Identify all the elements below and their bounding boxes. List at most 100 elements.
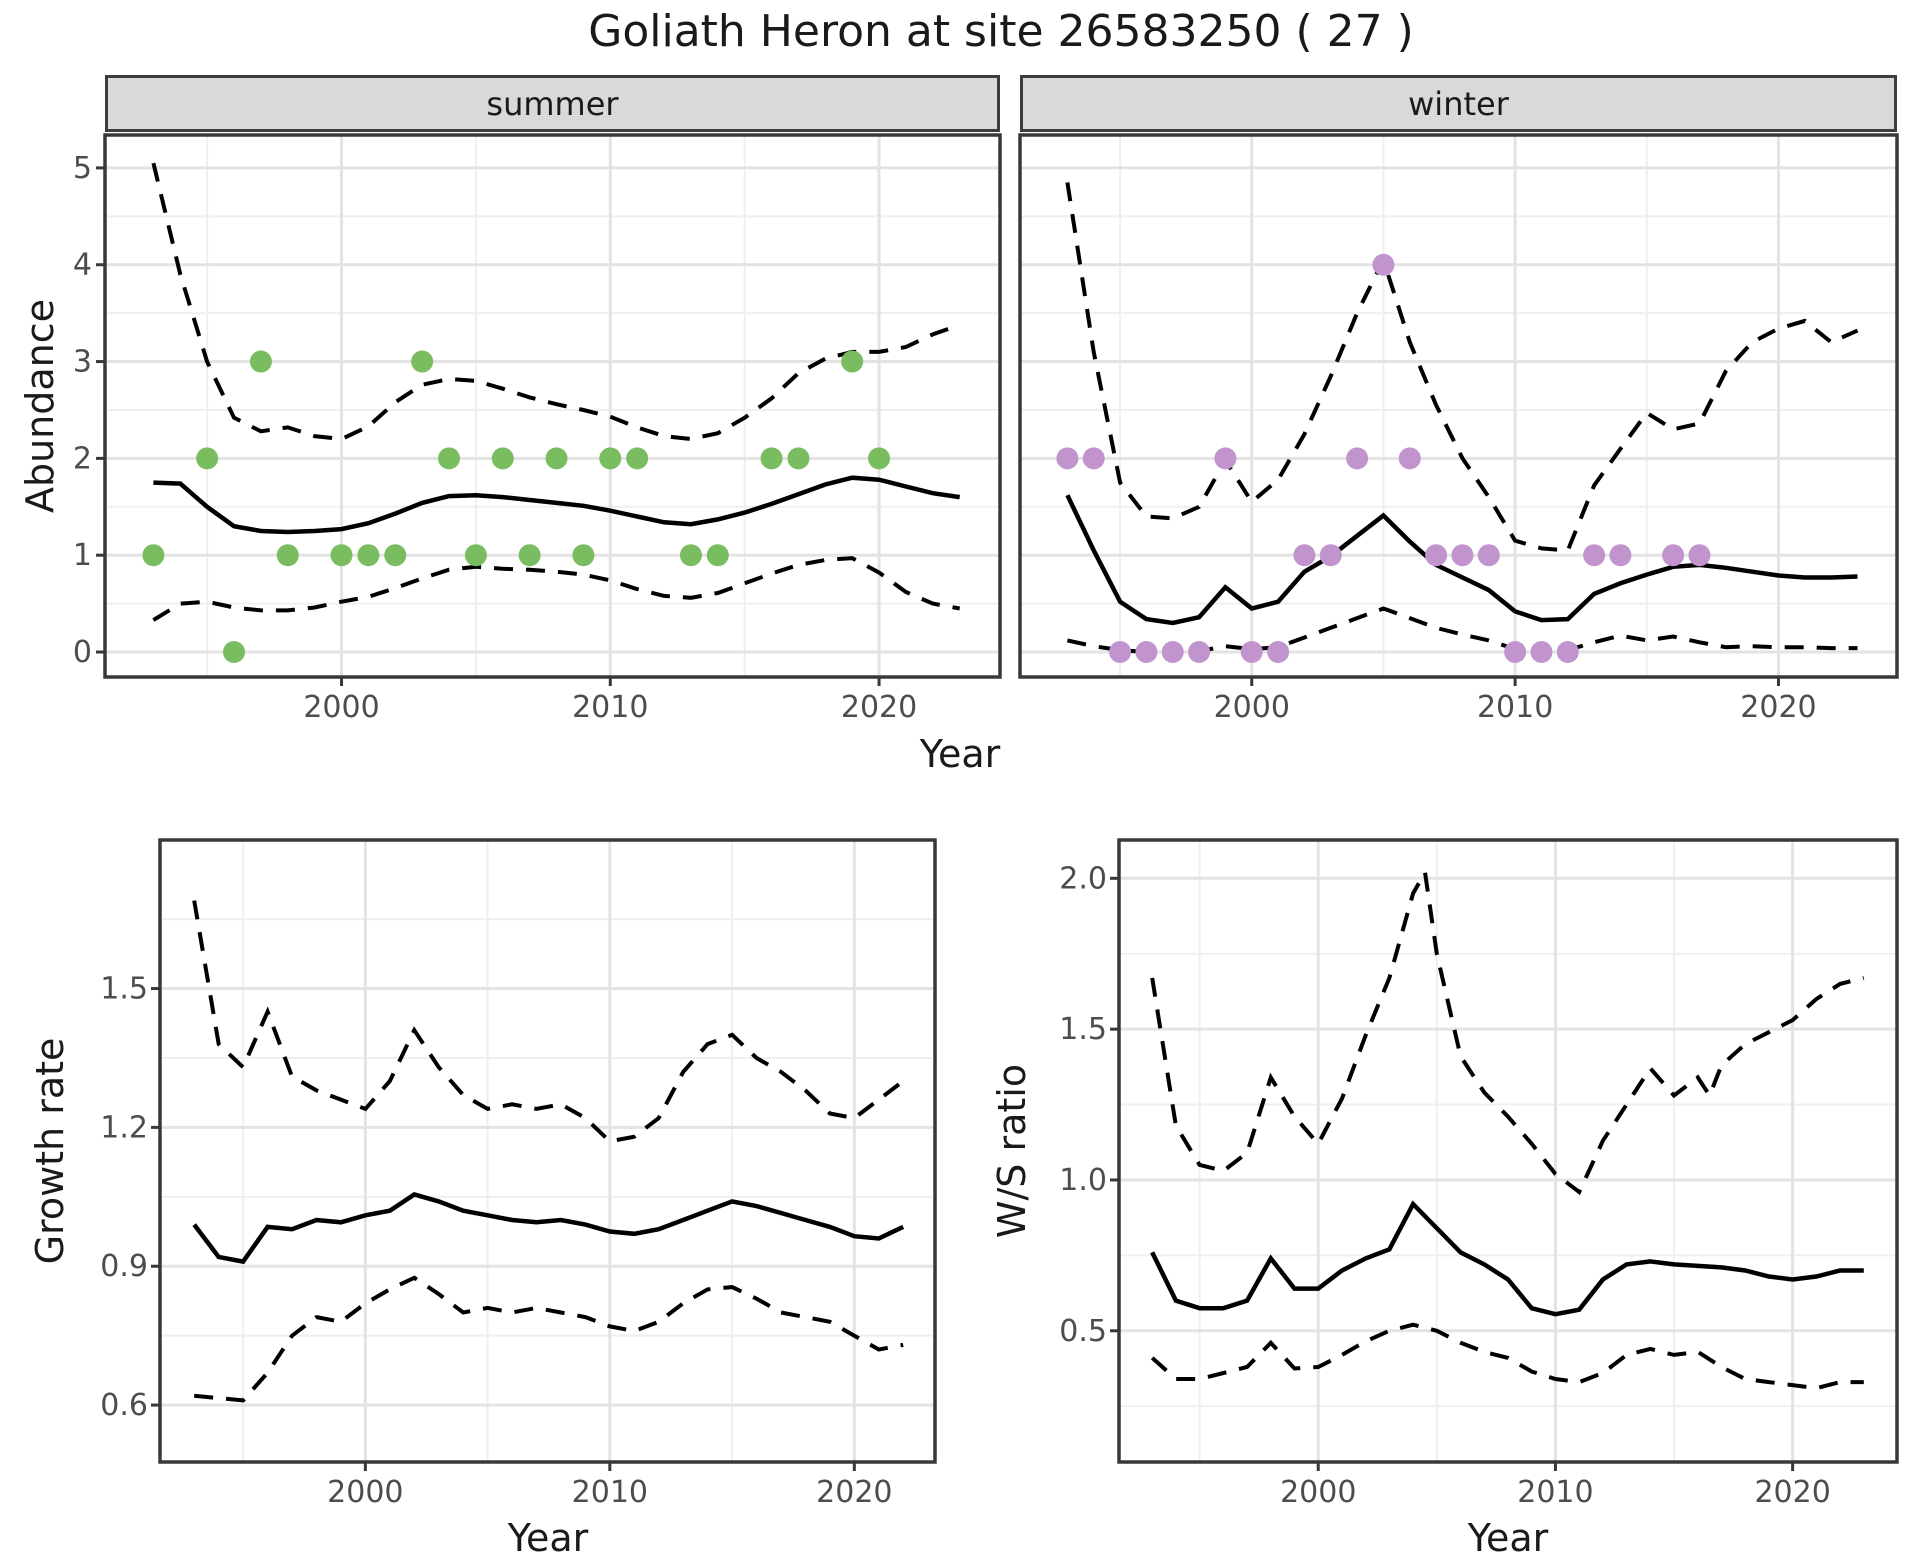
data-point xyxy=(1267,641,1290,664)
data-point xyxy=(1240,641,1263,664)
panel-background xyxy=(1020,135,1897,677)
y-axis-title-ws-ratio: W/S ratio xyxy=(990,1063,1034,1239)
data-point xyxy=(411,350,434,373)
data-point xyxy=(223,641,246,664)
y-tick-label: 5 xyxy=(73,151,92,186)
data-point xyxy=(1188,641,1211,664)
fit-line xyxy=(1065,494,1858,626)
data-point xyxy=(599,447,622,470)
data-point xyxy=(1135,641,1158,664)
x-tick-label: 2010 xyxy=(1477,690,1553,725)
y-tick-label: 2.0 xyxy=(1059,861,1107,896)
x-tick-label: 2000 xyxy=(1280,1475,1356,1510)
data-point xyxy=(1688,544,1711,567)
data-point xyxy=(1109,641,1132,664)
panel-border xyxy=(158,838,937,1464)
data-point xyxy=(491,447,514,470)
x-tick-label: 2010 xyxy=(572,1475,648,1510)
data-point xyxy=(626,447,649,470)
x-tick-label: 2010 xyxy=(1517,1475,1593,1510)
data-point xyxy=(868,447,891,470)
x-tick-label: 2020 xyxy=(1754,1475,1830,1510)
data-point xyxy=(1504,641,1527,664)
x-tick-label: 2020 xyxy=(1740,690,1816,725)
y-tick-label: 1.5 xyxy=(1059,1012,1107,1047)
lower-ci-line xyxy=(1150,1322,1864,1391)
data-point xyxy=(330,544,353,567)
panel-background xyxy=(1119,840,1897,1462)
data-point xyxy=(1530,641,1553,664)
x-axis-title-year-top: Year xyxy=(919,732,1001,776)
y-tick-label: 1 xyxy=(73,538,92,573)
facet-strip-winter: winter xyxy=(1020,75,1897,132)
lower-ci-line xyxy=(152,556,961,622)
y-tick-label: 1.2 xyxy=(100,1110,148,1145)
data-point xyxy=(679,544,702,567)
data-point xyxy=(760,447,783,470)
data-point xyxy=(706,544,729,567)
data-point xyxy=(1372,253,1395,276)
x-tick-label: 2010 xyxy=(572,690,648,725)
y-tick-label: 0.5 xyxy=(1059,1314,1107,1349)
data-point xyxy=(1161,641,1184,664)
facet-strip-summer: summer xyxy=(105,75,1000,132)
data-point xyxy=(1662,544,1685,567)
y-tick-label: 0 xyxy=(73,635,92,670)
data-point xyxy=(1293,544,1316,567)
fit-line xyxy=(153,475,961,535)
x-axis-title-year-ws: Year xyxy=(1467,1516,1549,1560)
data-point xyxy=(357,544,380,567)
data-point xyxy=(1477,544,1500,567)
data-point xyxy=(518,544,541,567)
data-point xyxy=(464,544,487,567)
data-point xyxy=(1082,447,1105,470)
data-point xyxy=(438,447,461,470)
fit-line xyxy=(192,1192,905,1265)
x-tick-label: 2000 xyxy=(303,690,379,725)
panel-background xyxy=(105,135,1000,677)
data-point xyxy=(196,447,219,470)
data-point xyxy=(1346,447,1369,470)
panel-border xyxy=(1117,838,1899,1464)
panel-border xyxy=(103,133,1002,679)
data-point xyxy=(1451,544,1474,567)
x-tick-label: 2000 xyxy=(327,1475,403,1510)
facet-label-winter: winter xyxy=(1408,84,1509,123)
y-axis-title-growth-rate: Growth rate xyxy=(28,1037,72,1265)
upper-ci-line xyxy=(1150,866,1865,1196)
data-point xyxy=(1214,447,1237,470)
y-tick-label: 1.5 xyxy=(100,972,148,1007)
data-point xyxy=(142,544,165,567)
facet-label-summer: summer xyxy=(486,84,619,123)
data-point xyxy=(841,350,864,373)
y-tick-label: 4 xyxy=(73,248,92,283)
data-point xyxy=(572,544,595,567)
y-tick-label: 1.0 xyxy=(1059,1163,1107,1198)
x-axis-title-year-growth: Year xyxy=(507,1516,589,1560)
upper-ci-line xyxy=(1065,182,1859,553)
x-tick-label: 2020 xyxy=(841,690,917,725)
y-tick-label: 3 xyxy=(73,345,92,380)
fit-line xyxy=(1150,1200,1864,1317)
data-point xyxy=(1398,447,1421,470)
data-point xyxy=(1609,544,1632,567)
panel-border xyxy=(1018,133,1899,679)
upper-ci-line xyxy=(151,162,961,442)
data-point xyxy=(1556,641,1579,664)
panel-background xyxy=(160,840,935,1462)
data-point xyxy=(1319,544,1342,567)
data-point xyxy=(1425,544,1448,567)
y-tick-label: 0.6 xyxy=(100,1388,148,1423)
lower-ci-line xyxy=(194,1275,904,1403)
data-point xyxy=(276,544,299,567)
upper-ci-line xyxy=(192,900,905,1144)
data-point xyxy=(384,544,407,567)
y-axis-title-abundance: Abundance xyxy=(18,298,62,514)
data-point xyxy=(787,447,810,470)
chart-title: Goliath Heron at site 26583250 ( 27 ) xyxy=(588,6,1414,57)
data-point xyxy=(1056,447,1079,470)
y-tick-label: 2 xyxy=(73,441,92,476)
data-point xyxy=(249,350,272,373)
